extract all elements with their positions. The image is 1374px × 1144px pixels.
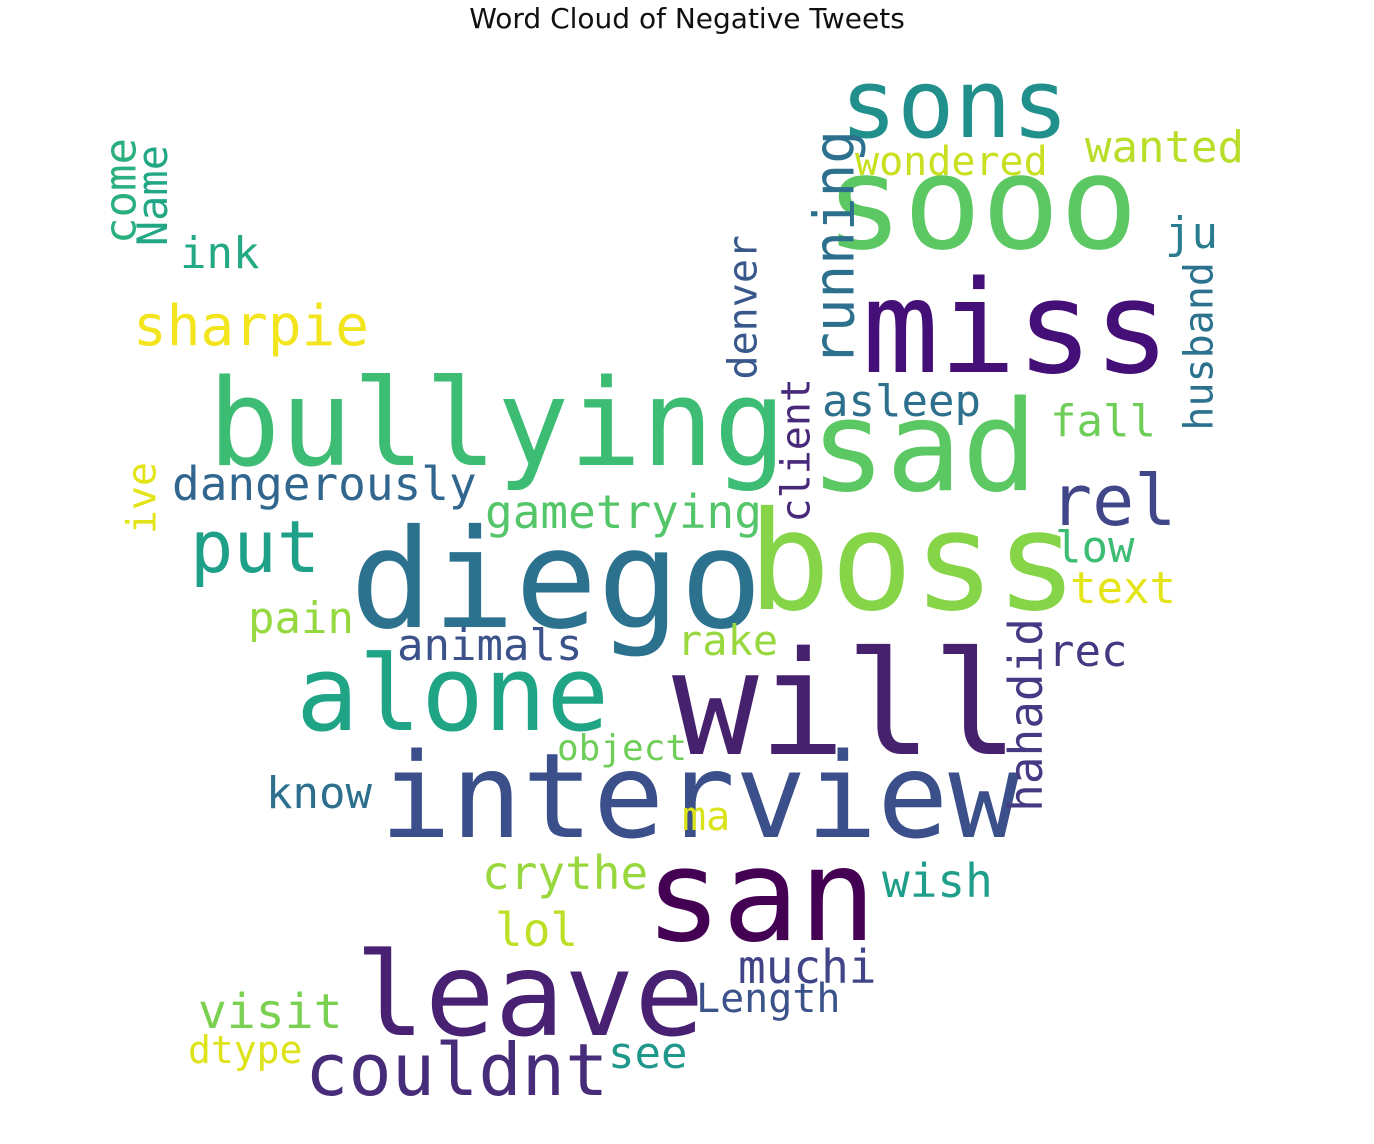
word-wanted: wanted xyxy=(1085,122,1244,173)
word-dtype: dtype xyxy=(188,1028,302,1072)
word-ju: ju xyxy=(1165,208,1218,259)
word-see: see xyxy=(608,1028,687,1079)
word-come: come xyxy=(96,138,147,244)
word-ink: ink xyxy=(180,228,259,279)
word-sooo: sooo xyxy=(825,127,1138,279)
word-interview: interview xyxy=(380,727,1020,865)
word-put: put xyxy=(190,505,320,589)
word-rec: rec xyxy=(1048,626,1127,677)
word-wish: wish xyxy=(882,854,993,908)
word-hahadid: hahadid xyxy=(999,618,1053,812)
word-low: low xyxy=(1055,522,1135,573)
word-fall: fall xyxy=(1050,396,1156,447)
word-dangerously: dangerously xyxy=(172,457,477,511)
word-pain: pain xyxy=(248,593,354,644)
word-gametrying: gametrying xyxy=(485,485,762,539)
word-diego: diego xyxy=(350,501,762,660)
word-will: will xyxy=(672,620,1019,788)
word-miss: miss xyxy=(862,254,1170,403)
word-ma: ma xyxy=(682,794,730,840)
word-wondered: wondered xyxy=(855,139,1048,185)
word-denver: denver xyxy=(721,235,767,380)
word-bullying: bullying xyxy=(208,355,786,494)
word-couldnt: couldnt xyxy=(305,1028,608,1112)
word-name: Name xyxy=(128,145,177,246)
word-sad: sad xyxy=(810,373,1038,520)
chart-title: Word Cloud of Negative Tweets xyxy=(469,2,905,35)
word-client: client xyxy=(774,378,820,523)
word-alone: alone xyxy=(296,633,609,755)
word-visit: visit xyxy=(198,984,343,1040)
word-husband: husband xyxy=(1177,262,1223,431)
word-lol: lol xyxy=(495,903,578,957)
word-muchi: muchi xyxy=(738,940,876,994)
word-rake: rake xyxy=(677,616,778,665)
word-length: Length xyxy=(696,976,841,1022)
word-san: san xyxy=(645,822,876,971)
word-sharpie: sharpie xyxy=(133,294,369,359)
word-boss: boss xyxy=(748,483,1078,642)
word-know: know xyxy=(266,768,372,819)
word-crythe: crythe xyxy=(482,846,648,900)
word-leave: leave xyxy=(355,928,704,1063)
word-animals: animals xyxy=(397,620,582,671)
word-text: text xyxy=(1070,563,1176,614)
word-object: object xyxy=(557,728,687,769)
word-running: running xyxy=(802,130,867,366)
word-rel: rel xyxy=(1050,460,1176,542)
word-sons: sons xyxy=(840,50,1069,160)
word-asleep: asleep xyxy=(822,376,981,427)
word-ive: ive xyxy=(120,462,166,534)
